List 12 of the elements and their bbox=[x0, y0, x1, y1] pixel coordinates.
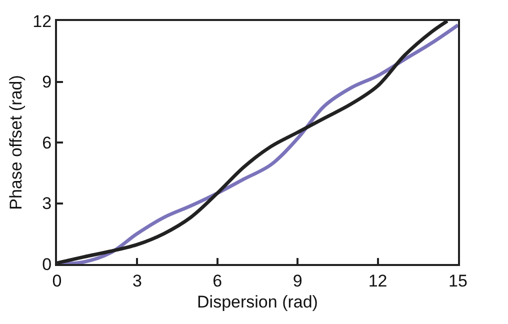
x-tick-label: 9 bbox=[292, 271, 302, 290]
y-tick-label: 12 bbox=[32, 12, 52, 31]
x-tick-label: 12 bbox=[368, 271, 388, 290]
x-tick-label: 3 bbox=[132, 271, 142, 290]
y-axis-title: Phase offset (rad) bbox=[6, 75, 26, 210]
y-tick-label: 6 bbox=[42, 133, 52, 152]
y-tick-label: 0 bbox=[42, 254, 52, 274]
y-tick-label: 3 bbox=[42, 194, 52, 214]
x-tick-label: 15 bbox=[448, 271, 468, 290]
x-axis-title: Dispersion (rad) bbox=[197, 292, 318, 312]
y-tick-label: 9 bbox=[42, 72, 52, 92]
x-tick-label: 6 bbox=[212, 271, 222, 290]
